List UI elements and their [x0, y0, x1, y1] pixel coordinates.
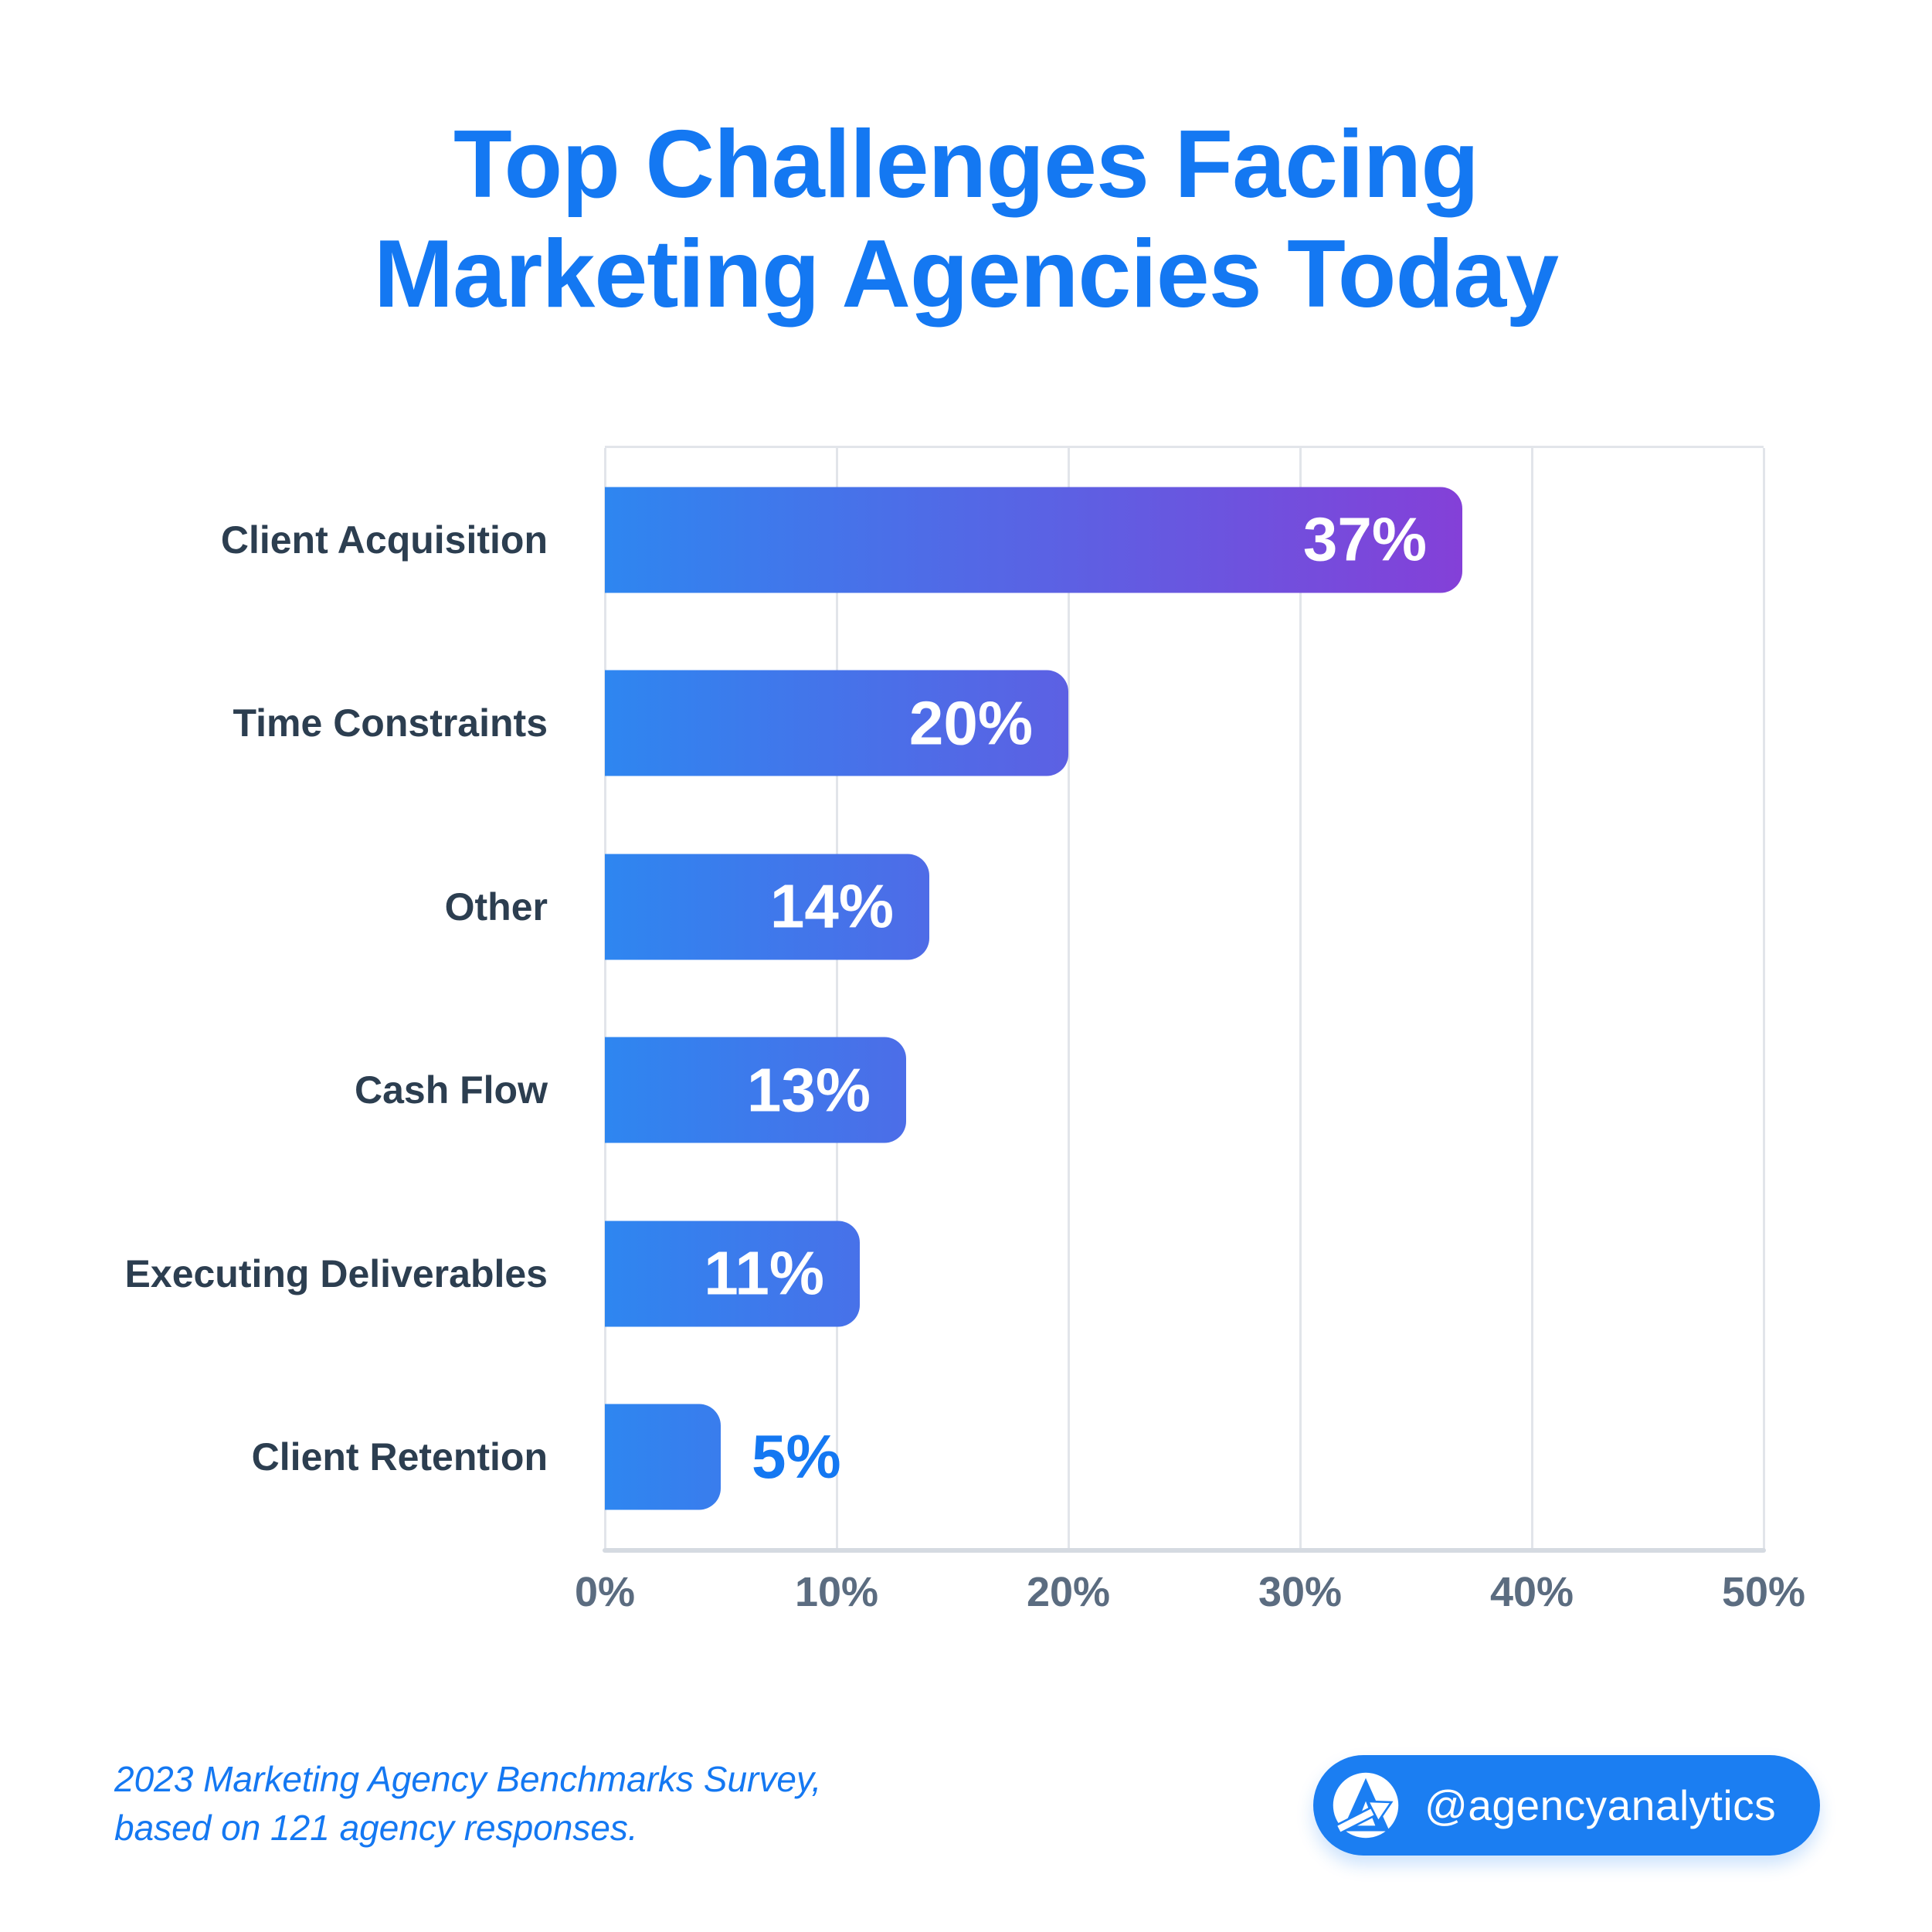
bar-row-client-retention: Client Retention 5% [252, 1366, 1764, 1550]
bar-other: 14% [605, 854, 929, 960]
source-note: 2023 Marketing Agency Benchmarks Survey,… [114, 1755, 821, 1852]
source-note-line2: based on 121 agency responses. [114, 1808, 638, 1848]
bar-row-other: Other 14% [445, 815, 1764, 999]
bar-row-executing-deliverables: Executing Deliverables 11% [125, 1182, 1764, 1366]
bar-executing-deliverables: 11% [605, 1221, 860, 1327]
category-label-time-constraints: Time Constraints [233, 701, 548, 745]
bar-value-label-executing-deliverables: 11% [704, 1238, 824, 1308]
gridline-30% [1299, 448, 1302, 1549]
bar-time-constraints: 20% [605, 670, 1068, 776]
chart-title: Top Challenges Facing Marketing Agencies… [0, 110, 1932, 329]
bar-value-label-time-constraints: 20% [908, 688, 1033, 758]
bar-row-client-acquisition: Client Acquisition 37% [221, 448, 1764, 632]
agencyanalytics-logo-icon [1333, 1772, 1399, 1839]
brand-handle: @agencyanalytics [1424, 1781, 1777, 1829]
category-label-client-acquisition: Client Acquisition [220, 518, 548, 562]
brand-badge: @agencyanalytics [1313, 1755, 1820, 1856]
category-label-other: Other [444, 885, 548, 929]
x-tick-label-40%: 40% [1489, 1569, 1574, 1615]
bar-value-label-client-retention: 5% [752, 1422, 841, 1492]
gridline-20% [1067, 448, 1070, 1549]
gridline-40% [1530, 448, 1533, 1549]
bar-cash-flow: 13% [605, 1037, 906, 1143]
bar-row-time-constraints: Time Constraints 20% [233, 632, 1764, 816]
source-note-line1: 2023 Marketing Agency Benchmarks Survey, [114, 1759, 822, 1799]
x-tick-label-30%: 30% [1258, 1569, 1343, 1615]
gridline-10% [835, 448, 838, 1549]
chart-title-line1: Top Challenges Facing [453, 111, 1479, 218]
bar-value-label-client-acquisition: 37% [1302, 504, 1427, 574]
chart-title-line2: Marketing Agencies Today [373, 221, 1559, 328]
bar-client-retention [605, 1404, 721, 1510]
bar-client-acquisition: 37% [605, 487, 1462, 593]
gridline-0% [603, 448, 606, 1549]
category-label-client-retention: Client Retention [251, 1435, 548, 1479]
category-label-executing-deliverables: Executing Deliverables [124, 1251, 548, 1295]
x-tick-label-20%: 20% [1026, 1569, 1111, 1615]
x-tick-label-10%: 10% [794, 1569, 879, 1615]
category-label-cash-flow: Cash Flow [354, 1068, 548, 1112]
bar-row-cash-flow: Cash Flow 13% [355, 999, 1764, 1183]
x-tick-label-50%: 50% [1721, 1569, 1806, 1615]
bar-value-label-cash-flow: 13% [746, 1055, 871, 1125]
plot-area: Client Acquisition 37% Time Constraints 20%… [125, 446, 1766, 1553]
gridline-50% [1762, 448, 1765, 1549]
x-axis-line [603, 1548, 1766, 1553]
bar-value-label-other: 14% [769, 871, 894, 941]
x-tick-label-0%: 0% [574, 1569, 636, 1615]
